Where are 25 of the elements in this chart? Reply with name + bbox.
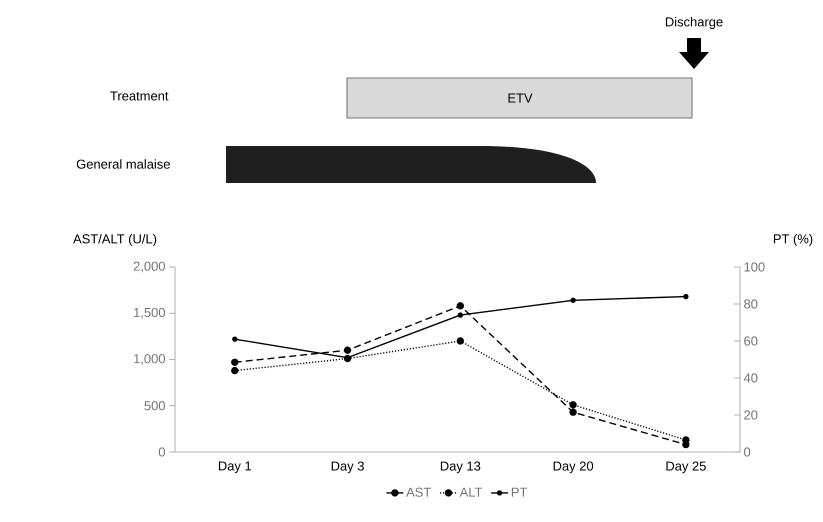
x-tick-label: Day 20 (554, 461, 594, 474)
x-tick-label: Day 1 (218, 461, 252, 474)
y2-tick-label: 60 (744, 336, 758, 346)
legend-label: PT (512, 488, 528, 497)
y2-tick-label: 20 (744, 410, 758, 420)
text: ETV (508, 94, 533, 102)
text: General malaise (76, 159, 170, 169)
y-tick-label: 1,500 (134, 308, 166, 319)
y2-tick-label: 80 (744, 299, 758, 309)
y-tick-label: 1,000 (134, 354, 166, 365)
legend-label: ALT (460, 488, 482, 497)
x-tick-label: Day 3 (332, 461, 364, 474)
x-tick-label: Day 25 (666, 461, 706, 474)
text: Treatment (110, 91, 168, 101)
legend-label: AST (406, 488, 431, 497)
y2-tick-label: 100 (744, 262, 765, 272)
y-tick-label: 500 (144, 401, 166, 410)
y2-axis-title: PT (%) (774, 234, 812, 246)
text: Discharge (666, 16, 723, 30)
y2-tick-label: 0 (744, 447, 750, 457)
y2-tick-label: 40 (744, 373, 758, 383)
y-tick-label: 0 (158, 447, 166, 457)
y-axis-title: AST/ALT (U/L) (73, 234, 156, 246)
x-tick-label: Day 13 (440, 461, 480, 474)
y-tick-label: 2,000 (134, 262, 166, 272)
